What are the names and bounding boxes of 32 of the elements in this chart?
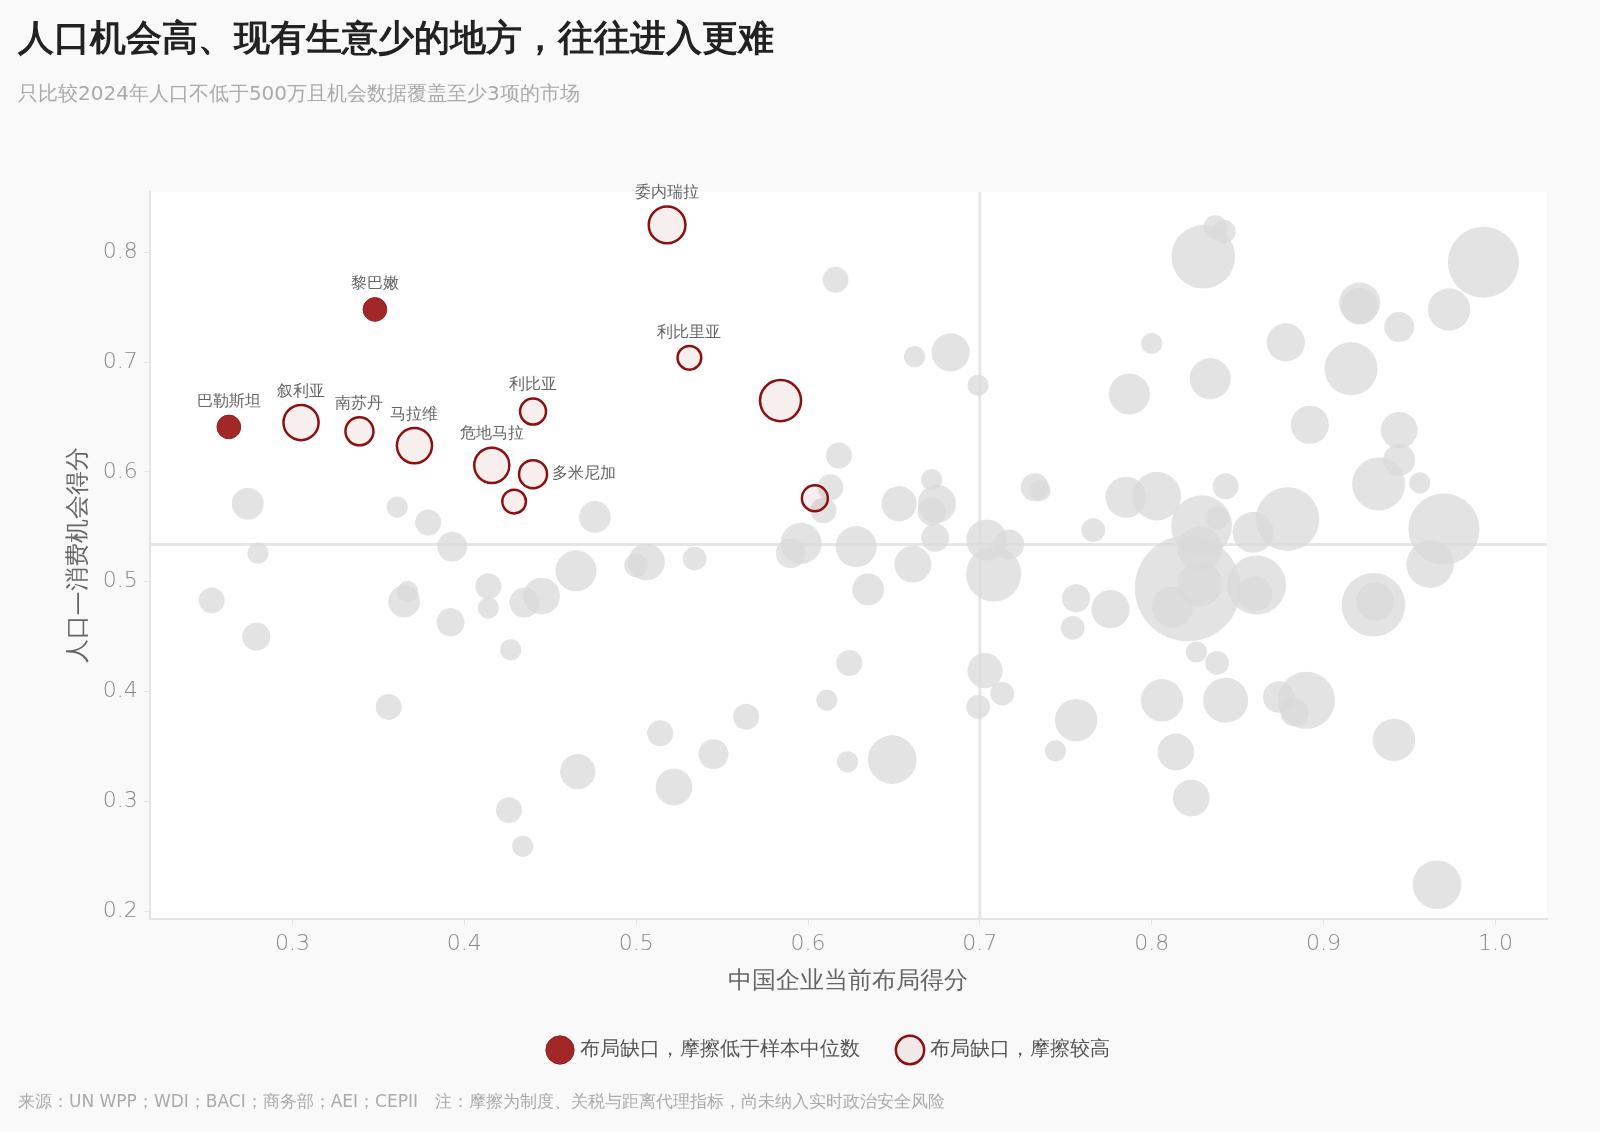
x-tick-label: 0.4 (446, 929, 482, 955)
y-tick-label: 0.5 (102, 567, 138, 593)
y-tick-label: 0.8 (102, 238, 138, 264)
x-tick-label: 0.8 (1134, 929, 1170, 955)
annotation: 利比亚 (509, 374, 558, 394)
legend-label: 布局缺口，摩擦低于样本中位数 (580, 1036, 860, 1061)
x-tick-label: 0.9 (1306, 929, 1342, 955)
x-axis-title: 中国企业当前布局得分 (728, 965, 969, 994)
annotation: 马拉维 (390, 403, 439, 423)
legend-label: 布局缺口，摩擦较高 (930, 1036, 1110, 1061)
chart-subtitle: 只比较2024年人口不低于500万且机会数据覆盖至少3项的市场 (18, 80, 580, 107)
y-tick-label: 0.7 (102, 347, 138, 373)
annotation: 叙利亚 (277, 380, 326, 400)
y-tick-label: 0.6 (102, 457, 138, 483)
x-tick-label: 1.0 (1477, 929, 1513, 955)
x-tick-label: 0.7 (962, 929, 998, 955)
x-tick-label: 0.5 (618, 929, 654, 955)
x-tick-label: 0.3 (274, 929, 310, 955)
annotation: 利比里亚 (657, 321, 722, 341)
annotation: 南苏丹 (335, 392, 384, 412)
chart-title: 人口机会高、现有生意少的地方，往往进入更难 (18, 16, 774, 60)
y-tick-label: 0.2 (102, 896, 138, 922)
y-tick-label: 0.4 (102, 677, 138, 703)
source-note: 来源：UN WPP；WDI；BACI；商务部；AEI；CEPII 注：摩擦为制度、关税与距离代理指标，尚未纳入实时政治安全风险 (18, 1090, 945, 1113)
x-tick-label: 0.6 (790, 929, 826, 955)
annotation: 危地马拉 (459, 423, 524, 443)
annotation: 黎巴嫩 (350, 273, 399, 293)
y-axis-title: 人口—消费机会得分 (62, 447, 91, 664)
y-tick-label: 0.3 (102, 787, 138, 813)
annotation: 委内瑞拉 (635, 182, 700, 202)
annotation: 多米尼加 (551, 462, 616, 482)
annotation: 巴勒斯坦 (196, 390, 261, 410)
